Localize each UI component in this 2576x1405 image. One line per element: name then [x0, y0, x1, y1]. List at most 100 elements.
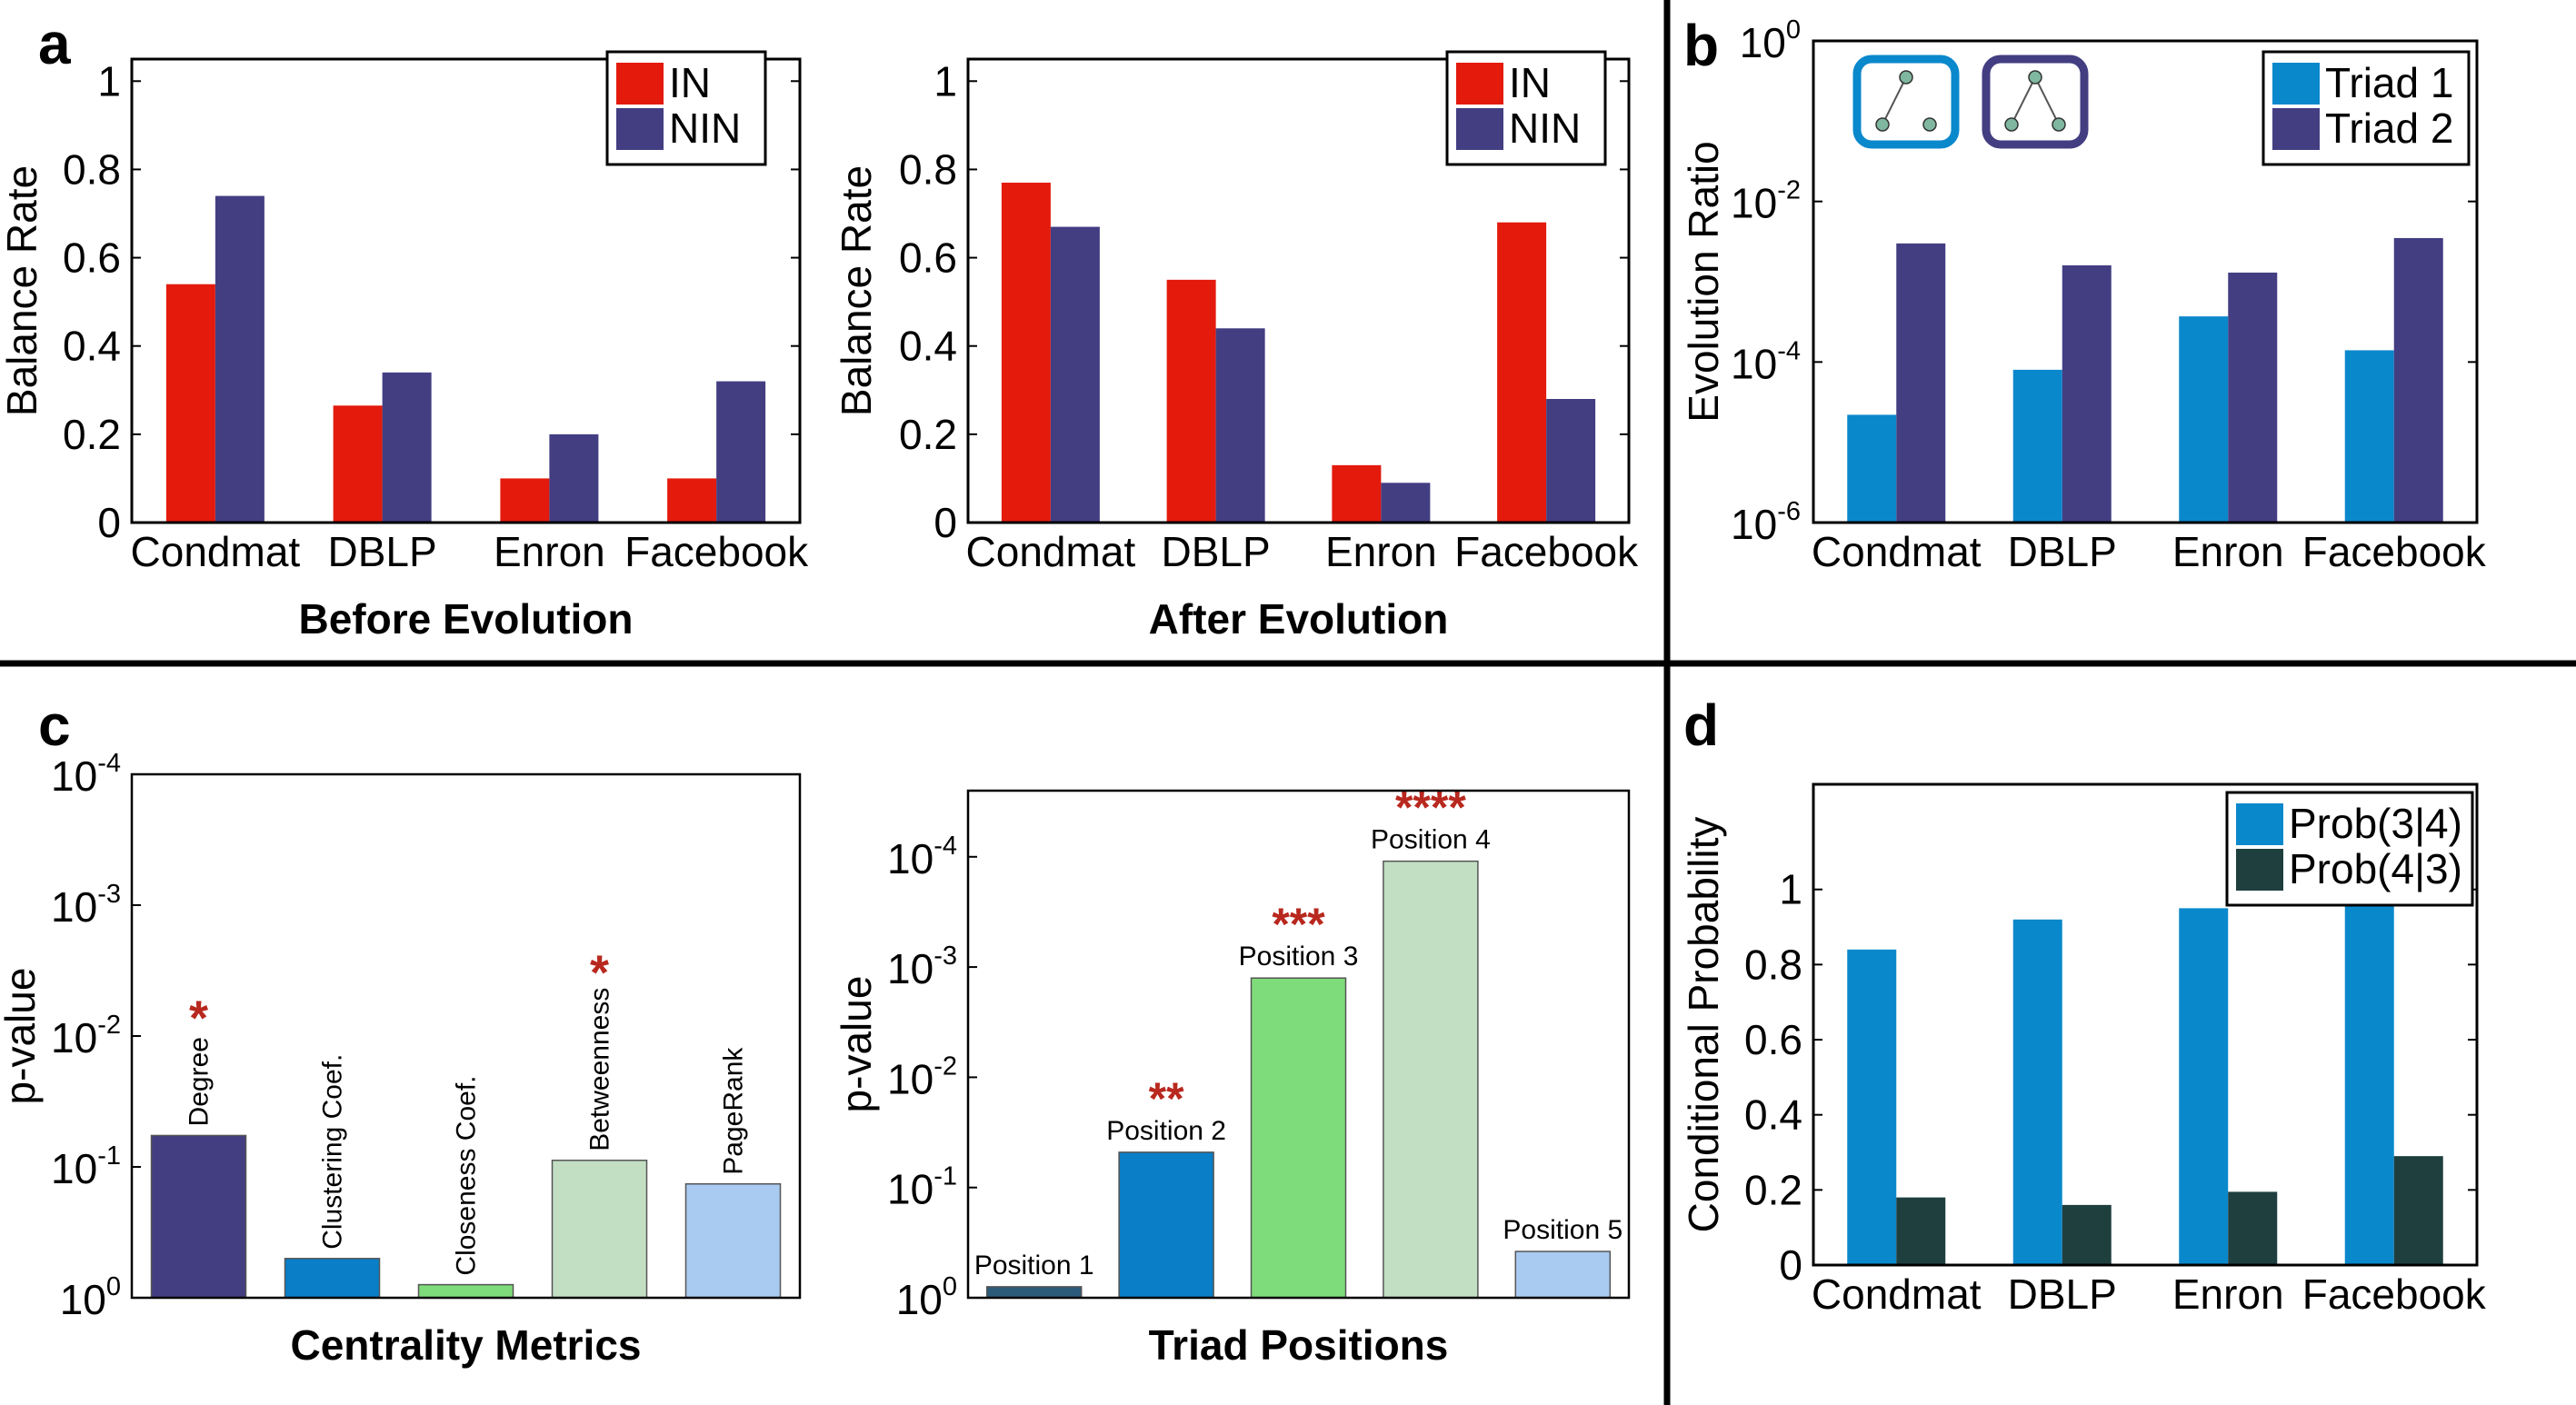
- significance-stars: *: [189, 991, 208, 1045]
- y-tick-label-base: 10: [887, 1055, 934, 1102]
- y-axis-label: Evolution Ratio: [1680, 141, 1727, 422]
- y-tick-label: 0.8: [1744, 941, 1802, 988]
- y-tick-label: 0.8: [63, 145, 121, 193]
- bar-label: Clustering Coef.: [318, 1054, 348, 1250]
- bar-prob-4-3--condmat: [1896, 1197, 1946, 1265]
- y-tick-label-exp: -2: [1777, 176, 1801, 205]
- chart-conditional-probability: 0 0.2 0.4 0.6 0.8 1 Condmat DBLP Enron Facebook Co…: [1680, 782, 2487, 1318]
- significance-stars: *: [590, 945, 609, 1000]
- bar-prob-3-4--dblp: [2012, 919, 2062, 1265]
- y-tick-label: 1: [97, 57, 121, 105]
- legend-label: IN: [1509, 59, 1551, 106]
- legend-swatch: [616, 63, 664, 105]
- triad-edge: [2011, 76, 2036, 125]
- x-tick-label: DBLP: [328, 528, 437, 575]
- x-tick-label: DBLP: [2008, 1270, 2117, 1318]
- triad-node: [2028, 70, 2042, 85]
- bar-clustering-coef-: [284, 1258, 381, 1299]
- bar-label: Position 4: [1371, 825, 1491, 855]
- legend-swatch: [2236, 849, 2283, 891]
- y-tick-label: 0.6: [63, 234, 121, 282]
- y-tick-label-exp: 0: [106, 1272, 121, 1301]
- bar-position-4: [1383, 860, 1479, 1299]
- chart-before-evolution: 0 0.2 0.4 0.6 0.8 1 Condmat DBLP Enron Facebook Ba…: [0, 50, 809, 643]
- legend-swatch: [2272, 63, 2320, 105]
- bar-label: Position 1: [974, 1251, 1094, 1280]
- y-tick-label-exp: 0: [1786, 15, 1801, 45]
- legend-label: NIN: [669, 105, 741, 152]
- y-tick-label-exp: 0: [943, 1272, 957, 1301]
- y-tick-label: 0.2: [899, 411, 957, 458]
- legend-label: Prob(3|4): [2289, 800, 2462, 847]
- y-axis-label: p-value: [833, 976, 880, 1113]
- plot-frame: [130, 772, 802, 1300]
- y-tick-label: 10-4: [1731, 336, 1801, 387]
- triad-edge: [1882, 76, 1907, 125]
- y-tick-label-base: 10: [60, 1276, 106, 1323]
- x-axis-label: Before Evolution: [298, 595, 633, 643]
- bar-in-dblp: [333, 405, 383, 523]
- y-tick-label: 10-6: [1731, 497, 1801, 548]
- triad-node: [1899, 70, 1913, 85]
- y-tick-label: 0.6: [899, 234, 957, 282]
- bar-triad-2-dblp: [2062, 264, 2112, 523]
- bar-nin-facebook: [716, 381, 766, 523]
- y-tick-label-exp: -1: [934, 1162, 957, 1191]
- x-axis-label: Triad Positions: [1149, 1321, 1449, 1369]
- plot-frame: [1812, 782, 2479, 1267]
- bar-nin-condmat: [215, 195, 265, 523]
- y-tick-label: 10-2: [51, 1011, 121, 1061]
- bar-label: Closeness Coef.: [452, 1075, 482, 1275]
- bar-triad-2-condmat: [1896, 243, 1946, 523]
- y-axis-label: Conditional Probability: [1680, 817, 1727, 1233]
- y-tick-label-base: 10: [1731, 340, 1777, 387]
- x-tick-label: Condmat: [1812, 1270, 1982, 1318]
- x-axis-label: Centrality Metrics: [290, 1321, 641, 1369]
- y-tick-label-exp: -4: [1777, 336, 1801, 365]
- legend-label: IN: [669, 59, 711, 106]
- legend-swatch: [2236, 803, 2283, 845]
- bar-betweenness: [551, 1160, 648, 1299]
- bar-triad-1-facebook: [2344, 350, 2394, 523]
- bar-position-1: [985, 1286, 1083, 1299]
- x-tick-label: Condmat: [131, 528, 301, 575]
- x-axis-label: After Evolution: [1149, 595, 1449, 643]
- y-tick-label: 100: [1740, 15, 1801, 66]
- bar-label: Position 3: [1239, 942, 1359, 972]
- y-tick-label: 10-3: [887, 942, 957, 992]
- bar-nin-facebook: [1546, 399, 1596, 523]
- bar-prob-3-4--condmat: [1847, 949, 1897, 1265]
- bar-triad-1-dblp: [2012, 369, 2062, 523]
- plot-frame: [130, 57, 802, 524]
- bar-prob-3-4--facebook: [2344, 901, 2394, 1265]
- x-tick-label: DBLP: [2008, 528, 2117, 575]
- y-tick-label: 10-4: [51, 749, 121, 800]
- y-axis-label: Balance Rate: [0, 165, 45, 416]
- legend-label: Triad 1: [2325, 59, 2453, 106]
- y-tick-label: 10-1: [887, 1162, 957, 1213]
- x-tick-label: DBLP: [1162, 528, 1271, 575]
- x-tick-label: Enron: [2172, 1270, 2284, 1318]
- y-tick-label-base: 10: [887, 945, 934, 992]
- y-tick-label: 10-1: [51, 1141, 121, 1192]
- bar-degree: [150, 1134, 247, 1299]
- panel-label-a: a: [38, 11, 71, 76]
- bar-in-condmat: [1001, 183, 1051, 523]
- y-tick-label-exp: -4: [97, 749, 121, 778]
- y-tick-label-base: 10: [1740, 19, 1786, 66]
- y-tick-label-base: 10: [896, 1276, 943, 1323]
- x-tick-label: Facebook: [2302, 1270, 2487, 1318]
- y-tick-label: 0.2: [1744, 1166, 1802, 1213]
- y-tick-label-exp: -2: [934, 1051, 957, 1081]
- bar-pagerank: [684, 1182, 782, 1299]
- legend-label: Triad 2: [2325, 105, 2453, 152]
- bar-label: Betweenness: [585, 988, 615, 1151]
- y-tick-label: 10-4: [887, 832, 957, 882]
- x-tick-label: Enron: [494, 528, 605, 575]
- y-tick-label: 0: [934, 499, 957, 546]
- bar-nin-dblp: [1215, 328, 1265, 523]
- bar-triad-2-facebook: [2393, 237, 2443, 523]
